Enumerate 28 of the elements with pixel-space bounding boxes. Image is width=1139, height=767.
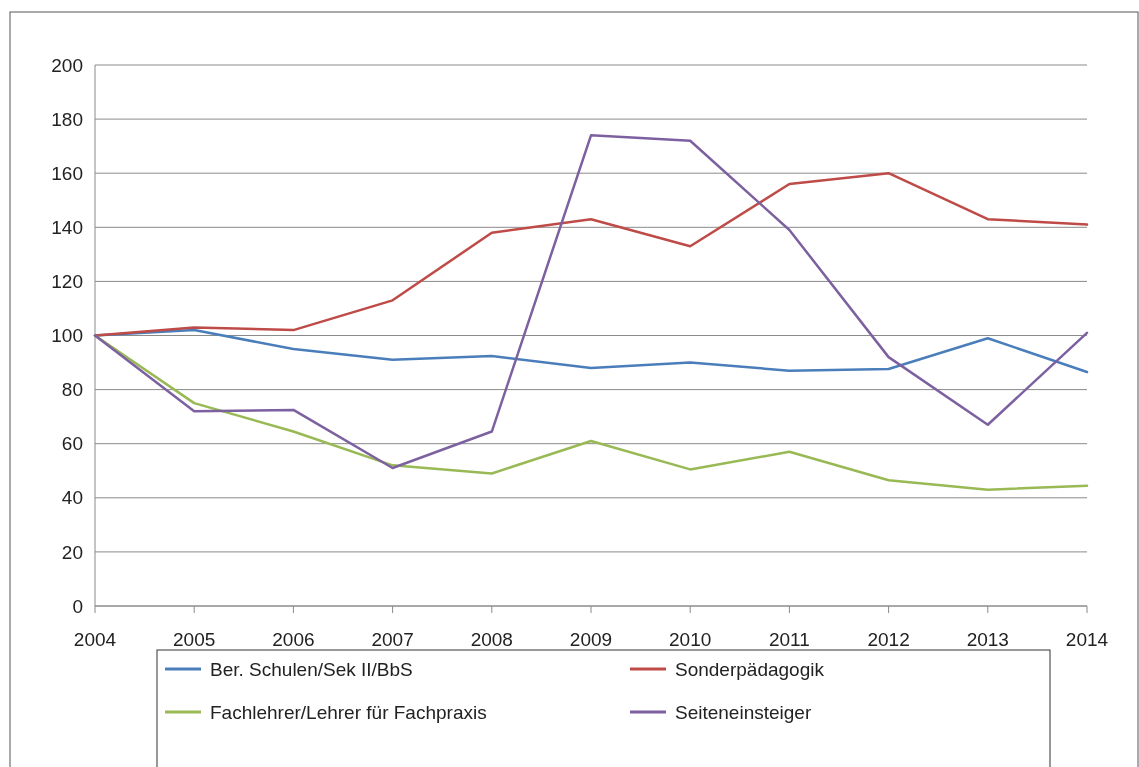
x-tick-label: 2008 xyxy=(470,629,513,650)
y-tick-label: 100 xyxy=(51,325,83,347)
line-series xyxy=(93,171,1089,337)
y-tick-label: 80 xyxy=(61,379,83,401)
x-tick-label: 2014 xyxy=(1065,629,1109,650)
y-tick-label: 200 xyxy=(51,54,83,76)
x-tick-label: 2012 xyxy=(867,629,910,650)
line-series xyxy=(93,134,1089,470)
legend-label: Sonderpädagogik xyxy=(675,658,825,680)
x-tick-label: 2009 xyxy=(569,629,613,650)
y-tick-label: 160 xyxy=(51,162,83,184)
legend-label: Seiteneinsteiger xyxy=(675,701,812,723)
x-tick-label: 2011 xyxy=(768,629,810,650)
y-tick-label: 0 xyxy=(72,595,83,617)
x-tick-label: 2007 xyxy=(371,629,414,650)
y-tick-label: 40 xyxy=(61,487,83,509)
y-tick-label: 60 xyxy=(61,433,83,455)
legend-label: Fachlehrer/Lehrer für Fachpraxis xyxy=(210,701,487,723)
legend-label: Ber. Schulen/Sek II/BbS xyxy=(210,658,413,680)
y-tick-label: 20 xyxy=(61,541,83,563)
y-tick-label: 140 xyxy=(51,216,83,238)
y-tick-label: 180 xyxy=(51,108,83,130)
x-tick-label: 2005 xyxy=(173,629,216,650)
x-tick-label: 2010 xyxy=(669,629,712,650)
x-tick-label: 2013 xyxy=(966,629,1009,650)
x-tick-label: 2004 xyxy=(73,629,117,650)
y-tick-label: 120 xyxy=(51,271,83,293)
x-tick-label: 2006 xyxy=(272,629,315,650)
